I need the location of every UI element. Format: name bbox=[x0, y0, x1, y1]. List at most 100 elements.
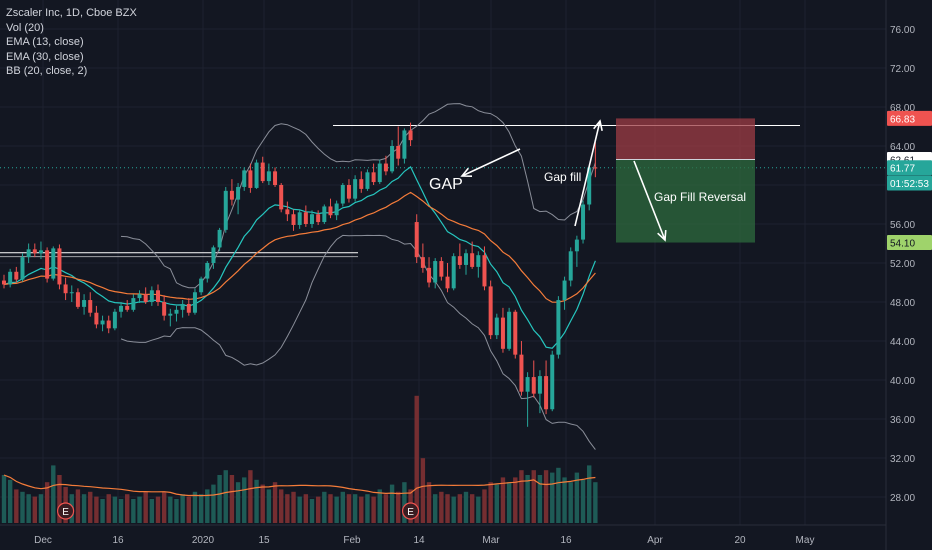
candle-body bbox=[273, 171, 278, 185]
volume-bar bbox=[223, 470, 228, 523]
candle bbox=[328, 198, 333, 219]
volume-bar bbox=[303, 494, 309, 523]
candle-body bbox=[464, 253, 468, 265]
volume-bar bbox=[426, 482, 432, 523]
candle bbox=[51, 246, 56, 281]
legend-title[interactable]: Zscaler Inc, 1D, Cboe BZX bbox=[6, 7, 137, 19]
candle bbox=[371, 163, 376, 185]
volume-bar bbox=[131, 499, 136, 523]
candle bbox=[149, 286, 154, 306]
volume-bar bbox=[242, 477, 247, 523]
candle bbox=[519, 341, 524, 396]
volume-bar bbox=[396, 491, 401, 523]
candle bbox=[248, 163, 253, 193]
candle-body bbox=[266, 171, 271, 182]
annotations: GAP Gap fill Gap Fill Reversal bbox=[429, 119, 746, 242]
candle bbox=[14, 266, 19, 283]
x-tick-label: Apr bbox=[647, 535, 663, 546]
candle bbox=[396, 126, 401, 166]
candle-body bbox=[322, 206, 327, 223]
volume-bar bbox=[32, 496, 37, 523]
candle bbox=[445, 263, 450, 293]
candle-body bbox=[2, 280, 6, 285]
volume-bar bbox=[494, 484, 499, 523]
candle bbox=[303, 205, 308, 227]
candle-body bbox=[192, 292, 197, 313]
candle-body bbox=[482, 255, 487, 287]
candle-body bbox=[488, 286, 493, 336]
candle bbox=[291, 209, 296, 231]
earnings-marker bbox=[56, 502, 75, 520]
candle bbox=[439, 257, 444, 281]
candle-body bbox=[500, 317, 505, 349]
volume-bar bbox=[192, 491, 198, 523]
x-axis[interactable]: Dec 16 2020 15 Feb 14 Mar 16 Apr 20 May bbox=[0, 524, 886, 546]
x-tick-label: 14 bbox=[413, 535, 425, 546]
gap-fill-arrow-head bbox=[593, 119, 603, 131]
volume-bar bbox=[279, 489, 284, 523]
volume-bar bbox=[285, 494, 290, 523]
candle bbox=[581, 200, 586, 244]
volume-bar bbox=[100, 499, 105, 523]
gap-arrow bbox=[461, 148, 521, 177]
candle bbox=[427, 257, 432, 288]
price-label-text: 61.77 bbox=[890, 164, 915, 175]
volume-bar bbox=[488, 482, 493, 523]
legend-ema30[interactable]: EMA (30, close) bbox=[6, 50, 84, 63]
volume-bar bbox=[143, 491, 148, 523]
candle bbox=[476, 251, 481, 278]
candle bbox=[205, 261, 210, 283]
x-tick-label: May bbox=[796, 535, 815, 546]
earnings-marker-label: E bbox=[407, 507, 414, 518]
candle-body bbox=[180, 303, 185, 310]
candle bbox=[353, 175, 358, 202]
candle-body bbox=[69, 292, 74, 294]
candle bbox=[531, 360, 536, 398]
candle-body bbox=[112, 311, 117, 329]
volume-bar bbox=[38, 494, 44, 523]
candle bbox=[20, 253, 25, 282]
y-axis[interactable]: 76.0072.0068.0064.0060.0056.0052.0048.00… bbox=[885, 0, 932, 550]
volume-bar bbox=[26, 494, 31, 523]
annotation-gap-fill: Gap fill bbox=[544, 170, 581, 184]
volume-bar bbox=[51, 465, 56, 523]
candle-body bbox=[340, 185, 345, 204]
gap-arrow-head bbox=[460, 167, 473, 177]
y-tick-label: 32.00 bbox=[890, 454, 915, 465]
candle-body bbox=[476, 255, 481, 267]
volume-bar bbox=[7, 479, 13, 523]
reversal-arrow bbox=[633, 160, 666, 241]
candle bbox=[168, 308, 173, 327]
legend-ema13[interactable]: EMA (13, close) bbox=[6, 36, 84, 49]
candle bbox=[346, 179, 351, 203]
candle-body bbox=[310, 214, 314, 224]
volume-bar bbox=[291, 491, 296, 523]
earnings-marker-label: E bbox=[62, 507, 69, 518]
price-label-text: 01:52:53 bbox=[890, 179, 929, 190]
legend-bb[interactable]: BB (20, close, 2) bbox=[6, 65, 88, 78]
candle-body bbox=[408, 130, 413, 141]
volume-bar bbox=[266, 489, 272, 523]
volume-bar bbox=[371, 496, 376, 523]
volume-bar bbox=[118, 499, 124, 523]
volume-bar bbox=[562, 477, 567, 523]
candle-body bbox=[377, 163, 382, 183]
volume-bar bbox=[531, 470, 536, 523]
volume-bar bbox=[519, 470, 524, 523]
volume-bar bbox=[88, 491, 93, 523]
candle bbox=[8, 268, 13, 288]
legend-vol[interactable]: Vol (20) bbox=[6, 21, 44, 34]
x-tick-label: 16 bbox=[112, 535, 124, 546]
candle-body bbox=[149, 290, 154, 302]
candle-body bbox=[14, 271, 19, 280]
volume-bar bbox=[186, 496, 191, 523]
candle-body bbox=[353, 179, 358, 199]
candle bbox=[451, 253, 456, 291]
candle-body bbox=[20, 257, 25, 280]
candle-body bbox=[457, 256, 462, 265]
volume-bar bbox=[433, 494, 438, 523]
candle bbox=[408, 122, 413, 146]
candle-body bbox=[119, 305, 124, 312]
